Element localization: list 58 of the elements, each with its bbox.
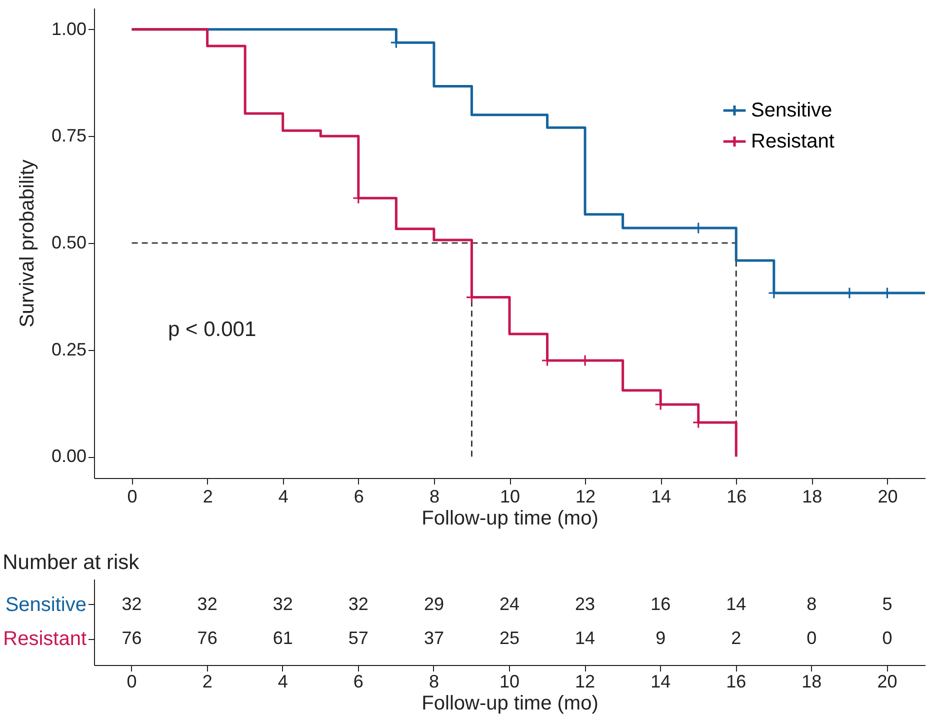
data-label: 23 <box>575 594 596 614</box>
x-tick-label: 20 <box>877 672 898 692</box>
chart-title: Number at risk <box>2 551 140 574</box>
x-tick-label: 20 <box>878 486 898 506</box>
data-label: 37 <box>424 628 444 648</box>
x-tick-label: 18 <box>802 486 822 506</box>
data-label: 0 <box>806 628 817 648</box>
y-tick-label: 1.00 <box>51 18 86 39</box>
x-tick-label: 14 <box>650 672 671 692</box>
x-tick-label: 14 <box>651 486 672 506</box>
annotation: p < 0.001 <box>168 318 256 341</box>
data-label: 76 <box>122 628 142 648</box>
x-tick-label: 4 <box>278 672 288 692</box>
data-label: 57 <box>348 628 368 648</box>
y-tick-label: Sensitive <box>5 594 86 616</box>
x-tick-label: 4 <box>278 486 288 506</box>
legend-label: Sensitive <box>751 100 832 122</box>
y-tick-label: 0.25 <box>51 339 86 360</box>
x-tick-label: 0 <box>126 672 137 692</box>
data-label: 9 <box>656 628 666 648</box>
x-tick-label: 12 <box>576 486 596 506</box>
data-label: 29 <box>424 594 444 614</box>
data-label: 14 <box>575 628 596 648</box>
data-label: 32 <box>272 594 293 614</box>
x-tick-label: 10 <box>499 672 520 692</box>
data-label: 32 <box>348 594 368 614</box>
x-tick-label: 12 <box>575 672 596 692</box>
x-tick-label: 16 <box>726 672 746 692</box>
data-label: 2 <box>731 628 742 648</box>
data-label: 8 <box>806 594 817 614</box>
data-label: 25 <box>499 628 520 648</box>
x-tick-label: 8 <box>429 486 440 506</box>
x-tick-label: 10 <box>500 486 520 506</box>
x-tick-label: 0 <box>127 486 138 506</box>
data-label: 16 <box>650 594 671 614</box>
x-axis-title: Follow-up time (mo) <box>422 692 598 714</box>
x-tick-label: 6 <box>353 672 364 692</box>
data-label: 76 <box>197 628 218 648</box>
y-tick-label: Resistant <box>3 628 87 650</box>
legend-label: Resistant <box>751 130 835 152</box>
y-tick-label: 0.00 <box>51 446 86 466</box>
x-tick-label: 16 <box>726 486 747 506</box>
x-tick-label: 18 <box>802 672 822 692</box>
y-tick-label: 0.75 <box>51 126 86 146</box>
x-axis-title: Follow-up time (mo) <box>422 508 598 530</box>
data-label: 32 <box>122 594 142 614</box>
data-label: 32 <box>197 594 218 614</box>
x-tick-label: 2 <box>202 672 212 692</box>
data-label: 0 <box>882 628 892 648</box>
data-label: 61 <box>272 628 293 648</box>
data-label: 24 <box>499 594 520 614</box>
data-label: 14 <box>726 594 746 614</box>
x-tick-label: 2 <box>202 486 213 506</box>
x-tick-label: 6 <box>354 486 364 506</box>
y-axis-title: Survival probability <box>16 160 38 328</box>
x-tick-label: 8 <box>428 672 439 692</box>
data-label: 5 <box>882 594 892 614</box>
y-tick-label: 0.50 <box>51 232 86 252</box>
